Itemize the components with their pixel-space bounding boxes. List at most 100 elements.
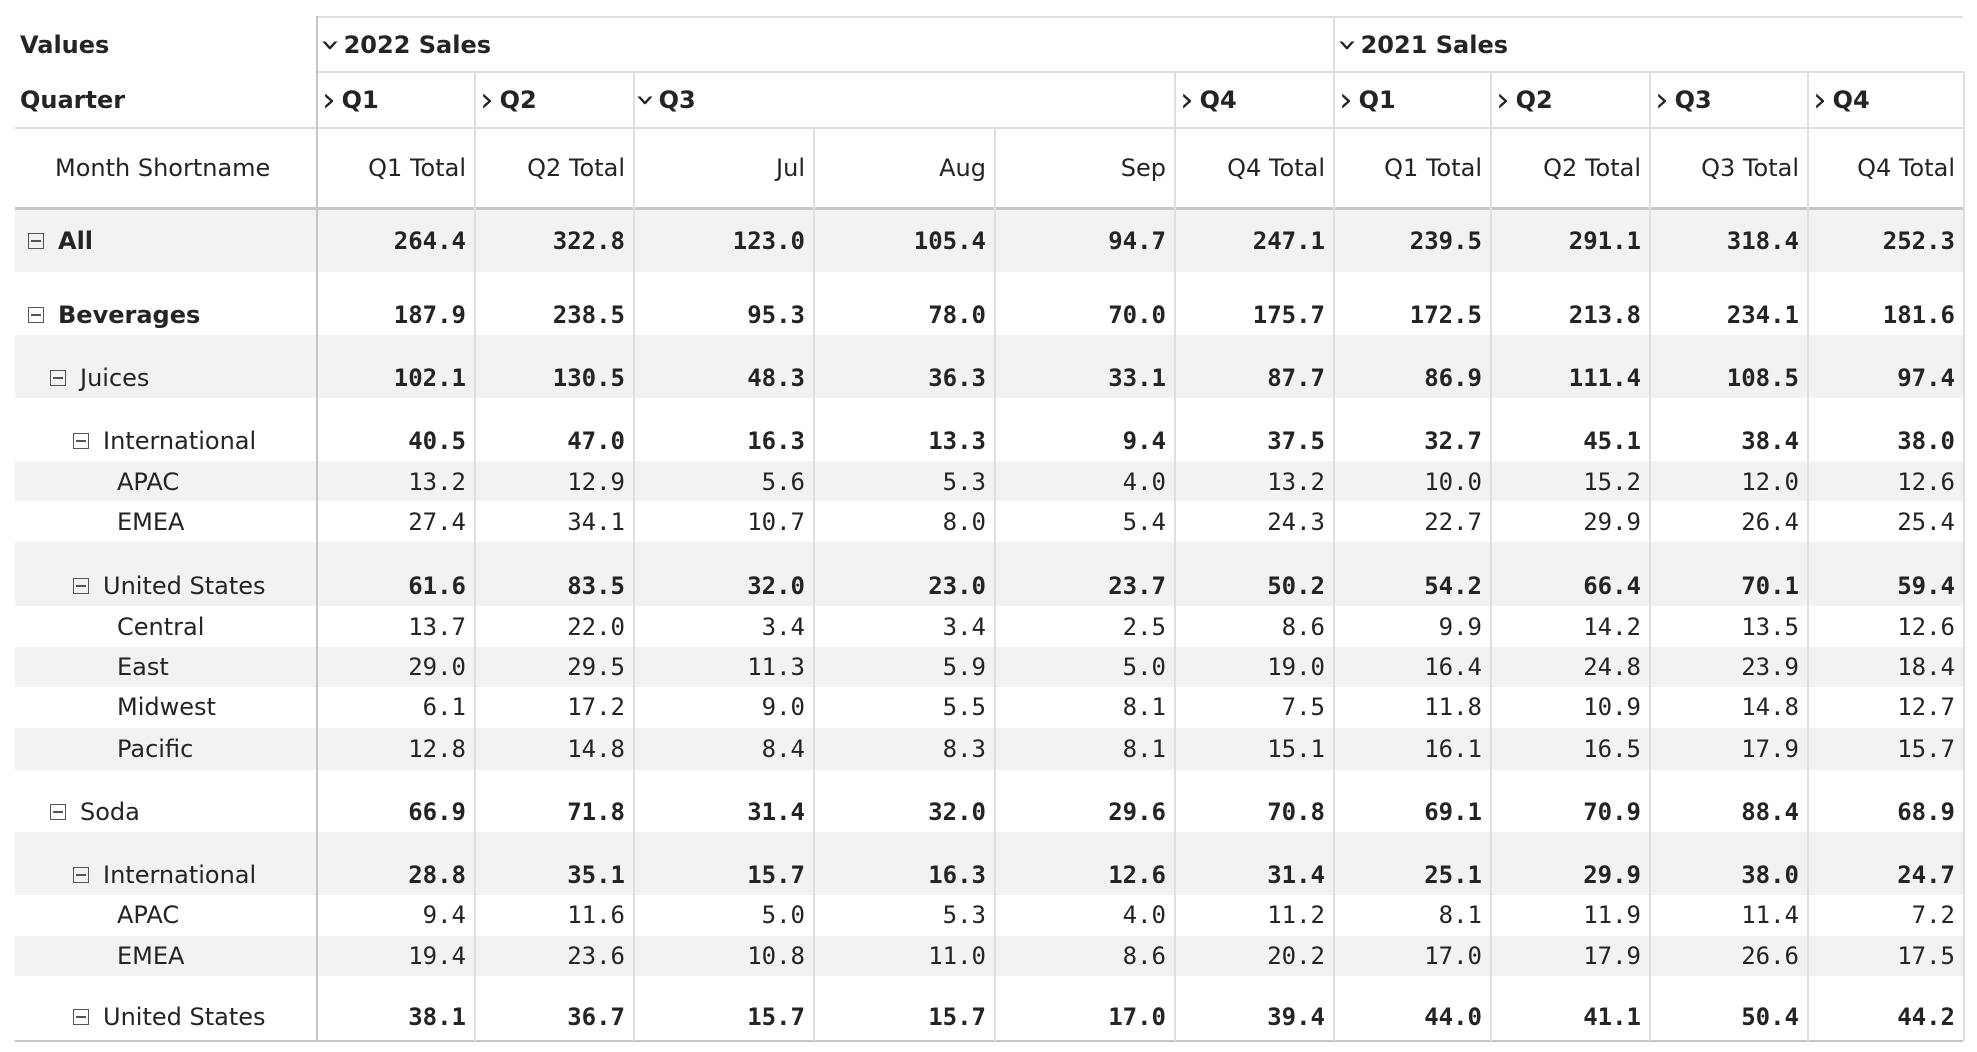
chevron-down-icon[interactable]: › xyxy=(310,37,351,52)
quarter-header-q4[interactable]: › Q4 xyxy=(1180,73,1380,127)
quarter-header-q2[interactable]: › Q2 xyxy=(1496,73,1696,127)
value-cell: 5.5 xyxy=(942,693,986,721)
chevron-right-icon[interactable]: › xyxy=(1496,80,1510,120)
quarter-header-q3[interactable]: › Q3 xyxy=(1655,73,1855,127)
chevron-right-icon[interactable]: › xyxy=(1339,80,1353,120)
column-divider xyxy=(474,71,476,1041)
value-cell: 16.3 xyxy=(747,427,805,455)
row-header: East xyxy=(117,647,312,687)
column-header-label: Jul xyxy=(776,154,805,182)
value-cell: 40.5 xyxy=(408,427,466,455)
value-cell: 32.0 xyxy=(747,572,805,600)
column-divider xyxy=(633,71,635,1041)
value-cell: 24.7 xyxy=(1897,861,1955,889)
value-cell: 239.5 xyxy=(1409,227,1482,255)
value-cell: 187.9 xyxy=(393,301,466,329)
value-cell: 12.8 xyxy=(408,735,466,763)
value-cell: 15.7 xyxy=(928,1003,986,1031)
row-label: All xyxy=(58,227,94,255)
column-header[interactable]: Jul xyxy=(633,129,813,207)
value-cell: 38.1 xyxy=(408,1003,466,1031)
row-header[interactable]: United States xyxy=(73,997,312,1037)
chevron-right-icon[interactable]: › xyxy=(1813,80,1827,120)
value-cell: 15.2 xyxy=(1583,468,1641,496)
value-cell: 95.3 xyxy=(747,301,805,329)
column-header[interactable]: Aug xyxy=(813,129,994,207)
quarter-header-q4[interactable]: › Q4 xyxy=(1813,73,1977,127)
column-header[interactable]: Q3 Total xyxy=(1649,129,1807,207)
value-cell: 16.5 xyxy=(1583,735,1641,763)
value-cell: 4.0 xyxy=(1122,901,1166,929)
quarter-label: Q4 xyxy=(1832,86,1870,114)
column-header[interactable]: Sep xyxy=(994,129,1174,207)
chevron-right-icon[interactable]: › xyxy=(322,80,336,120)
chevron-down-icon[interactable]: › xyxy=(625,93,666,107)
value-cell: 39.4 xyxy=(1267,1003,1325,1031)
value-cell: 16.3 xyxy=(928,861,986,889)
chevron-down-icon[interactable]: › xyxy=(1327,37,1368,52)
value-cell: 8.6 xyxy=(1122,942,1166,970)
value-cell: 13.2 xyxy=(1267,468,1325,496)
row-header[interactable]: Juices xyxy=(50,358,312,398)
row-header[interactable]: United States xyxy=(73,566,312,606)
value-cell: 45.1 xyxy=(1583,427,1641,455)
value-cell: 10.7 xyxy=(747,508,805,536)
year-group-header[interactable]: › 2021 Sales xyxy=(1328,18,1741,71)
collapse-minus-icon[interactable] xyxy=(50,804,66,820)
quarter-header-label: Quarter xyxy=(20,86,126,114)
column-header[interactable]: Q4 Total xyxy=(1174,129,1333,207)
value-cell: 48.3 xyxy=(747,364,805,392)
chevron-right-icon[interactable]: › xyxy=(480,80,494,120)
chevron-right-icon[interactable]: › xyxy=(1655,80,1669,120)
value-cell: 264.4 xyxy=(393,227,466,255)
value-cell: 11.9 xyxy=(1583,901,1641,929)
column-header[interactable]: Q2 Total xyxy=(474,129,633,207)
collapse-minus-icon[interactable] xyxy=(73,433,89,449)
quarter-label: Q2 xyxy=(1515,86,1553,114)
row-header[interactable]: International xyxy=(73,421,312,461)
value-cell: 35.1 xyxy=(567,861,625,889)
value-cell: 28.8 xyxy=(408,861,466,889)
value-cell: 5.0 xyxy=(761,901,805,929)
value-cell: 24.8 xyxy=(1583,653,1641,681)
chevron-right-icon[interactable]: › xyxy=(1180,80,1194,120)
quarter-header-q1[interactable]: › Q1 xyxy=(1339,73,1539,127)
value-cell: 5.3 xyxy=(942,468,986,496)
quarter-header-q1[interactable]: › Q1 xyxy=(322,73,522,127)
collapse-minus-icon[interactable] xyxy=(28,233,44,249)
value-cell: 17.9 xyxy=(1583,942,1641,970)
year-group-header[interactable]: › 2022 Sales xyxy=(311,18,724,71)
row-header[interactable]: Soda xyxy=(50,792,312,832)
value-cell: 59.4 xyxy=(1897,572,1955,600)
collapse-minus-icon[interactable] xyxy=(50,370,66,386)
column-header[interactable]: Q4 Total xyxy=(1807,129,1963,207)
row-header[interactable]: Beverages xyxy=(28,295,312,335)
value-cell: 5.3 xyxy=(942,901,986,929)
column-header[interactable]: Q1 Total xyxy=(316,129,474,207)
value-cell: 26.4 xyxy=(1741,508,1799,536)
quarter-header-q3[interactable]: › Q3 xyxy=(626,73,839,127)
column-divider xyxy=(994,127,996,1041)
column-header[interactable]: Q2 Total xyxy=(1490,129,1649,207)
quarter-header-q2[interactable]: › Q2 xyxy=(480,73,680,127)
value-cell: 36.7 xyxy=(567,1003,625,1031)
row-label: APAC xyxy=(117,901,180,929)
collapse-minus-icon[interactable] xyxy=(73,867,89,883)
value-cell: 50.2 xyxy=(1267,572,1325,600)
row-header[interactable]: International xyxy=(73,855,312,895)
value-cell: 111.4 xyxy=(1568,364,1641,392)
collapse-minus-icon[interactable] xyxy=(73,1009,89,1025)
column-header-label: Q2 Total xyxy=(1543,154,1641,182)
year-group-label: 2021 Sales xyxy=(1360,30,1509,59)
value-cell: 44.0 xyxy=(1424,1003,1482,1031)
row-label: Central xyxy=(117,613,205,641)
value-cell: 29.9 xyxy=(1583,861,1641,889)
row-label: APAC xyxy=(117,468,180,496)
row-header: APAC xyxy=(117,895,312,935)
collapse-minus-icon[interactable] xyxy=(28,307,44,323)
column-header[interactable]: Q1 Total xyxy=(1333,129,1490,207)
row-header[interactable]: All xyxy=(28,221,312,261)
value-cell: 17.0 xyxy=(1424,942,1482,970)
collapse-minus-icon[interactable] xyxy=(73,578,89,594)
value-cell: 8.1 xyxy=(1122,693,1166,721)
